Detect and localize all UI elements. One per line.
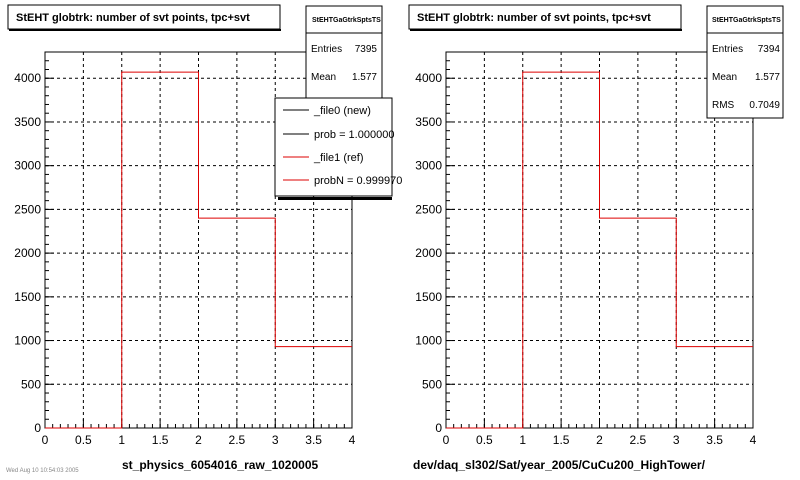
right-x-tick-label: 1	[519, 433, 526, 447]
left-stats-entries-value: 7395	[355, 44, 378, 55]
right-x-tick-label: 3	[673, 433, 680, 447]
right-stats-rms-value: 0.7049	[749, 100, 780, 111]
left-stats-mean-label: Mean	[311, 72, 336, 83]
right-y-axis: 0 500 1000 1500 2000 2500 3000 3500 4000	[415, 51, 455, 435]
right-y-tick-label: 1500	[415, 290, 442, 304]
right-y-tick-label: 500	[422, 377, 442, 391]
right-y-tick-label: 1000	[415, 334, 442, 348]
legend-label-probn: probN = 0.999970	[314, 175, 402, 187]
left-y-tick-label: 2000	[14, 246, 41, 260]
left-x-tick-label: 2	[195, 433, 202, 447]
left-x-axis-label: st_physics_6054016_raw_1020005	[122, 458, 318, 472]
right-histogram-step-line	[446, 71, 753, 429]
legend-label-file1: _file1 (ref)	[313, 152, 364, 164]
left-x-tick-label: 3.5	[305, 433, 322, 447]
footer-timestamp: Wed Aug 10 10:54:03 2005	[6, 468, 79, 474]
left-x-tick-label: 1	[118, 433, 125, 447]
left-x-tick-label: 0.5	[75, 433, 92, 447]
left-x-tick-label: 3	[272, 433, 279, 447]
right-x-tick-label: 1.5	[553, 433, 570, 447]
right-x-tick-label: 2.5	[630, 433, 647, 447]
left-y-tick-label: 500	[21, 377, 41, 391]
right-stats-rms-label: RMS	[712, 100, 735, 111]
right-y-tick-label: 0	[435, 421, 442, 435]
right-title-box: StEHT globtrk: number of svt points, tpc…	[408, 4, 682, 31]
right-x-tick-label: 0	[443, 433, 450, 447]
left-chart-title: StEHT globtrk: number of svt points, tpc…	[16, 12, 250, 24]
right-stats-header: StEHTGaGtrkSptsTS	[712, 17, 781, 24]
right-stats-mean-label: Mean	[712, 72, 737, 83]
right-stats-entries-value: 7394	[758, 44, 781, 55]
right-x-axis: 0 0.5 1 1.5 2 2.5 3 3.5 4	[443, 419, 757, 447]
right-stats-box: StEHTGaGtrkSptsTS Entries 7394 Mean 1.57…	[706, 5, 784, 119]
right-y-tick-label: 3000	[415, 159, 442, 173]
left-y-tick-label: 4000	[14, 71, 41, 85]
left-x-tick-label: 0	[42, 433, 49, 447]
left-y-tick-label: 0	[34, 421, 41, 435]
right-plot-frame: 0 500 1000 1500 2000 2500 3000 3500 4000 0 0.5 1 1.…	[415, 51, 757, 447]
right-x-axis-label: dev/daq_sl302/Sat/year_2005/CuCu200_High…	[413, 458, 706, 472]
left-x-axis: 0 0.5 1 1.5 2 2.5 3 3.5 4	[42, 419, 356, 447]
right-stats-entries-label: Entries	[712, 44, 743, 55]
left-y-axis: 0 500 1000 1500 2000 2500 3000 3500 4000	[14, 51, 54, 435]
left-y-tick-label: 3000	[14, 159, 41, 173]
left-x-tick-label: 1.5	[152, 433, 169, 447]
left-x-tick-label: 4	[349, 433, 356, 447]
left-histogram-step-line	[45, 71, 352, 429]
legend-label-prob: prob = 1.000000	[314, 129, 394, 141]
right-stats-mean-value: 1.577	[755, 72, 780, 83]
right-x-tick-label: 2	[596, 433, 603, 447]
left-title-box: StEHT globtrk: number of svt points, tpc…	[7, 4, 281, 31]
legend-label-file0: _file0 (new)	[313, 105, 371, 117]
right-y-tick-label: 2500	[415, 202, 442, 216]
left-y-tick-label: 3500	[14, 115, 41, 129]
right-histogram-panel: 0 500 1000 1500 2000 2500 3000 3500 4000 0 0.5 1 1.…	[408, 4, 784, 472]
left-y-tick-label: 1000	[14, 334, 41, 348]
right-y-tick-label: 3500	[415, 115, 442, 129]
right-x-tick-label: 0.5	[476, 433, 493, 447]
left-y-tick-label: 1500	[14, 290, 41, 304]
left-stats-entries-label: Entries	[311, 44, 342, 55]
right-y-tick-label: 2000	[415, 246, 442, 260]
right-x-tick-label: 3.5	[706, 433, 723, 447]
right-chart-title: StEHT globtrk: number of svt points, tpc…	[417, 12, 651, 24]
left-stats-header: StEHTGaGtrkSptsTS	[312, 17, 381, 24]
left-y-tick-label: 2500	[14, 202, 41, 216]
left-x-tick-label: 2.5	[229, 433, 246, 447]
right-x-tick-label: 4	[750, 433, 757, 447]
right-y-tick-label: 4000	[415, 71, 442, 85]
left-legend-box: _file0 (new) prob = 1.000000 _file1 (ref…	[274, 97, 402, 200]
left-histogram-panel: 0 500 1000 1500 2000 2500 3000 3500 4000 0 0.5 1 1.…	[6, 4, 402, 474]
left-stats-mean-value: 1.577	[352, 72, 377, 83]
